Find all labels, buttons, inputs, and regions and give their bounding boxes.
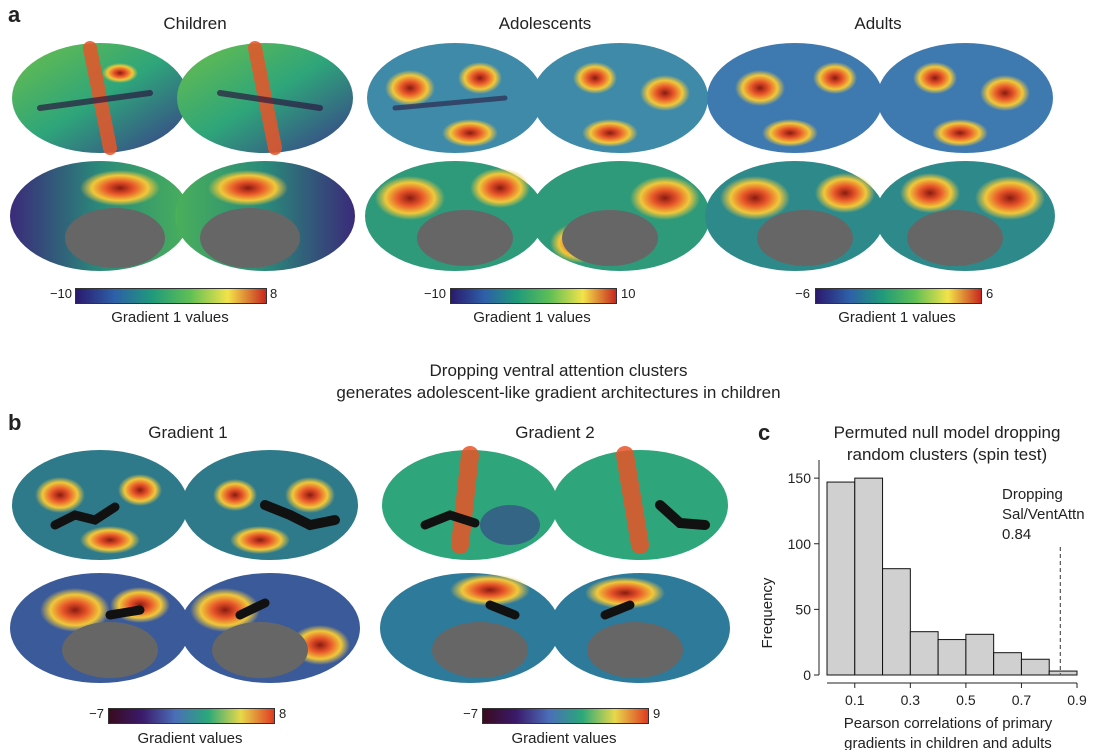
histogram-bar: [909, 631, 939, 676]
histogram-bar: [1048, 670, 1078, 676]
histogram-bar: [826, 481, 856, 676]
colorbar-children-label: Gradient 1 values: [111, 309, 229, 326]
heading-line-1: Dropping ventral attention clusters: [429, 361, 688, 380]
brain-g1-lateral-right: [182, 450, 358, 560]
colorbar-gradient-2-min: −7: [463, 706, 478, 721]
colorbar-gradient-1: [108, 708, 275, 724]
heading-line-2: generates adolescent-like gradient archi…: [336, 383, 781, 402]
y-axis-label: Frequency: [759, 577, 776, 648]
brain-children-lateral-right: [177, 41, 353, 155]
brain-children-medial-right: [175, 161, 355, 271]
panel-b-letter: b: [8, 410, 22, 435]
colorbar-adolescents-max: 10: [621, 286, 636, 301]
histogram-bars: [826, 477, 1078, 676]
x-tick-label: 0.5: [956, 692, 976, 708]
colorbar-adolescents-min: −10: [423, 286, 446, 301]
x-tick-label: 0.1: [845, 692, 865, 708]
brain-g2-medial-left: [380, 573, 560, 683]
brain-g2-lateral-left: [382, 446, 558, 560]
group-title-adults: Adults: [854, 14, 902, 33]
panel-b-brain-maps: [10, 446, 730, 683]
colorbar-adolescents-label: Gradient 1 values: [473, 309, 591, 326]
y-tick-label: 100: [788, 536, 812, 552]
colorbar-gradient-1-max: 8: [279, 706, 287, 721]
panel-c-letter: c: [758, 420, 771, 445]
group-title-gradient-1: Gradient 1: [148, 423, 228, 442]
colorbar-gradient-2: [482, 708, 649, 724]
colorbar-gradient-1-label: Gradient values: [137, 730, 243, 747]
brain-children-medial-left: [10, 161, 190, 271]
colorbar-adults: [815, 288, 982, 304]
brain-adolescents-lateral-right: [532, 43, 708, 153]
brain-adults-lateral-left: [707, 43, 883, 153]
annotation-line-2: Sal/VentAttn: [1002, 506, 1085, 523]
brain-children-lateral-left: [12, 41, 188, 155]
colorbar-children: [75, 288, 267, 304]
panel-a-letter: a: [8, 2, 21, 27]
histogram-bar: [965, 633, 995, 676]
brain-g2-medial-right: [550, 573, 730, 683]
brain-adults-lateral-right: [877, 43, 1053, 153]
brain-adolescents-medial-right: [530, 161, 710, 271]
colorbar-gradient-2-max: 9: [653, 706, 661, 721]
x-axis-label-line-1: Pearson correlations of primary: [844, 715, 1053, 732]
brain-g2-lateral-right: [552, 446, 728, 560]
histogram-bar: [937, 639, 967, 676]
histogram-bar: [854, 477, 884, 676]
group-title-adolescents: Adolescents: [498, 14, 592, 33]
histogram-chart: Permuted null model dropping random clus…: [759, 423, 1087, 750]
brain-adolescents-medial-left: [365, 161, 545, 271]
colorbar-adolescents: [450, 288, 617, 304]
annotation-line-3: 0.84: [1002, 526, 1031, 543]
panel-a-brain-maps: [10, 41, 1055, 271]
group-title-children: Children: [163, 14, 227, 33]
brain-adults-medial-left: [705, 161, 885, 271]
brain-g1-medial-right: [180, 573, 360, 683]
x-tick-label: 0.7: [1012, 692, 1032, 708]
brain-g1-lateral-left: [12, 450, 188, 560]
brain-adolescents-lateral-left: [367, 43, 543, 153]
histogram-bar: [993, 652, 1022, 676]
chart-title-line-2: random clusters (spin test): [847, 445, 1047, 464]
histogram-bar: [1020, 658, 1050, 676]
histogram-axes: 0 50 100 150 0.1 0.3 0.5 0.7 0.9: [788, 460, 1087, 708]
colorbar-adults-min: −6: [795, 286, 810, 301]
brain-adults-medial-right: [875, 161, 1055, 271]
y-tick-label: 50: [795, 601, 811, 617]
y-tick-label: 0: [803, 667, 811, 683]
x-axis-label-line-2: gradients in children and adults: [844, 735, 1052, 750]
annotation-line-1: Dropping: [1002, 486, 1063, 503]
histogram-bar: [882, 568, 911, 676]
colorbar-adults-max: 6: [986, 286, 994, 301]
colorbar-children-max: 8: [270, 286, 278, 301]
x-tick-label: 0.3: [901, 692, 921, 708]
colorbar-gradient-1-min: −7: [89, 706, 104, 721]
group-title-gradient-2: Gradient 2: [515, 423, 595, 442]
x-tick-label: 0.9: [1067, 692, 1087, 708]
chart-title-line-1: Permuted null model dropping: [834, 423, 1061, 442]
colorbar-gradient-2-label: Gradient values: [511, 730, 617, 747]
colorbar-adults-label: Gradient 1 values: [838, 309, 956, 326]
brain-g1-medial-left: [10, 573, 190, 683]
colorbar-children-min: −10: [49, 286, 72, 301]
y-tick-label: 150: [788, 470, 812, 486]
